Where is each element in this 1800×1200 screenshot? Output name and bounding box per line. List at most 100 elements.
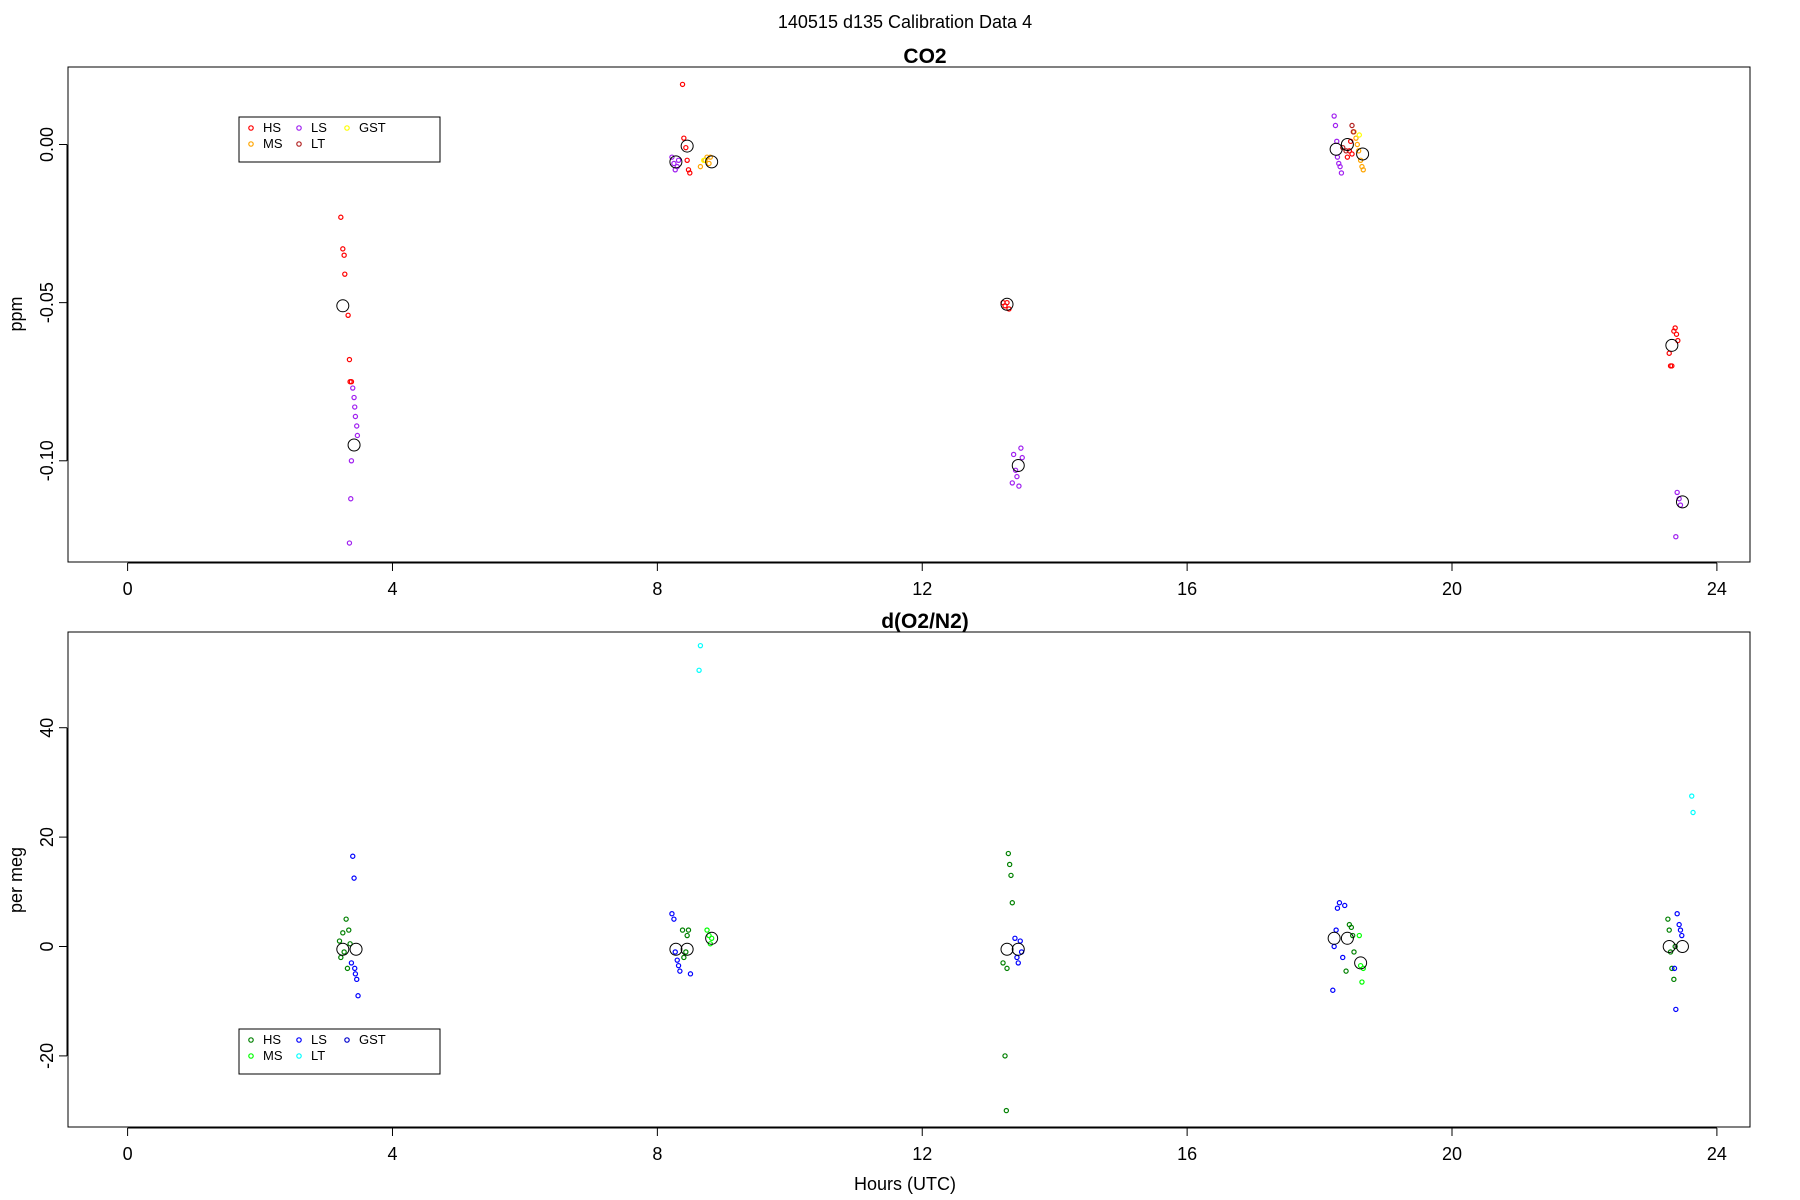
co2-point-mean [1011,459,1025,473]
co2-x-tick-label: 16 [1177,579,1197,599]
o2n2-point-ls [1679,932,1685,939]
o2n2-point-hs [679,927,686,933]
o2n2-y-tick-label: -20 [37,1043,57,1069]
co2-point-hs [338,214,344,220]
o2n2-point-mean [1340,931,1354,945]
o2n2-point-hs [1349,932,1356,939]
o2n2-point-ms [708,935,715,942]
o2n2-point-ls [671,916,677,922]
o2n2-point-mean [680,942,694,956]
co2-legend-label-ls: LS [311,120,327,135]
o2n2-point-hs [336,938,343,944]
o2n2-point-hs [1351,949,1357,955]
co2-point-mean [1000,297,1014,311]
co2-plot-frame [67,66,1751,563]
co2-point-ls [1018,445,1024,451]
o2n2-y-axis-label: per meg [6,847,26,913]
o2n2-point-hs [1348,924,1355,931]
co2-legend-box [238,116,441,163]
co2-x-tick-label: 0 [123,579,133,599]
co2-point-ls [348,458,355,464]
o2n2-point-hs [1008,872,1014,879]
co2-point-mean [1675,495,1689,509]
co2-legend-items: HS LS GST MS LT [248,120,386,151]
o2n2-point-hs [347,941,353,947]
o2n2-point-mean [336,942,350,956]
o2n2-point-lt [1690,809,1696,816]
co2-point-ls [1337,163,1343,170]
o2n2-legend-label-ms: MS [263,1048,283,1063]
o2n2-point-ms [1360,965,1366,972]
co2-point-ls [351,394,357,401]
o2n2-x-axis-label: Hours (UTC) [854,1174,956,1194]
o2n2-point-hs [685,927,692,933]
o2n2-point-ms [1356,932,1363,939]
co2-point-mean [680,139,694,153]
o2n2-point-ls [1676,921,1682,928]
o2n2-y-tick-label: 40 [37,718,57,738]
co2-point-hs [1669,363,1675,369]
co2-legend-marker-lt [296,141,302,147]
o2n2-point-ls [1330,987,1336,993]
o2n2-legend-marker-gst [344,1037,350,1043]
o2n2-y-tick-label: 0 [37,941,57,951]
o2n2-point-hs [343,916,349,922]
co2-y-axis: 0.00 -0.05 -0.10 [37,127,68,481]
o2n2-point-hs [1666,927,1672,933]
co2-panel-title: CO2 [903,45,946,68]
co2-point-ls [350,385,356,391]
co2-legend: HS LS GST MS LT [238,116,441,163]
o2n2-point-ls [1334,905,1341,911]
o2n2-legend-label-ls: LS [311,1032,327,1047]
co2-panel: CO2 ppm 0 4 8 12 16 20 24 0.00 -0.05 -0.10 HS LS G… [6,45,1751,599]
co2-point-gst [1356,132,1363,138]
co2-point-ls [352,404,358,410]
o2n2-point-ls [674,957,680,963]
co2-point-ls [348,496,354,502]
co2-point-mean [336,299,350,313]
co2-point-hs [1673,331,1680,337]
o2n2-point-hs [684,932,690,939]
o2n2-point-hs [1009,900,1016,906]
co2-point-ms [706,160,712,167]
co2-x-tick-label: 8 [652,579,662,599]
co2-point-ls [1332,122,1339,129]
o2n2-point-hs [341,949,347,955]
o2n2-legend-items: HS LS GST MS LT [248,1032,386,1063]
co2-point-mean [1665,338,1679,352]
o2n2-point-ls [1015,960,1021,966]
co2-point-hs [1349,151,1355,157]
o2n2-point-mean [1354,956,1368,970]
co2-legend-label-gst: GST [359,120,386,135]
o2n2-point-ls [350,853,356,859]
co2-y-tick-label: -0.05 [37,282,57,323]
o2n2-point-mean [1675,940,1689,953]
o2n2-legend-marker-hs [248,1037,254,1043]
co2-legend-label-ms: MS [263,136,283,151]
co2-point-ms [697,163,704,170]
o2n2-legend: HS LS GST MS LT [238,1028,441,1075]
co2-legend-marker-ls [296,125,302,131]
co2-legend-marker-hs [248,125,254,131]
o2n2-x-tick-label: 24 [1707,1144,1727,1164]
co2-point-mean [669,155,683,169]
o2n2-y-tick-label: 20 [37,827,57,847]
o2n2-x-tick-label: 8 [652,1144,662,1164]
o2n2-point-ls [687,971,694,977]
co2-x-tick-label: 4 [387,579,397,599]
co2-point-hs [348,379,355,385]
co2-y-tick-label: -0.10 [37,440,57,481]
figure-supertitle: 140515 d135 Calibration Data 4 [778,12,1032,32]
o2n2-x-tick-label: 12 [912,1144,932,1164]
o2n2-point-ls [1671,965,1678,972]
o2n2-data-points [336,642,1696,1114]
co2-point-ls [1673,534,1679,540]
o2n2-x-axis: 0 4 8 12 16 20 24 [123,1127,1727,1164]
o2n2-point-hs [1671,976,1677,983]
co2-legend-label-hs: HS [263,120,281,135]
co2-point-ls [671,160,677,167]
o2n2-plot-frame [67,631,1751,1128]
co2-x-tick-label: 24 [1707,579,1727,599]
